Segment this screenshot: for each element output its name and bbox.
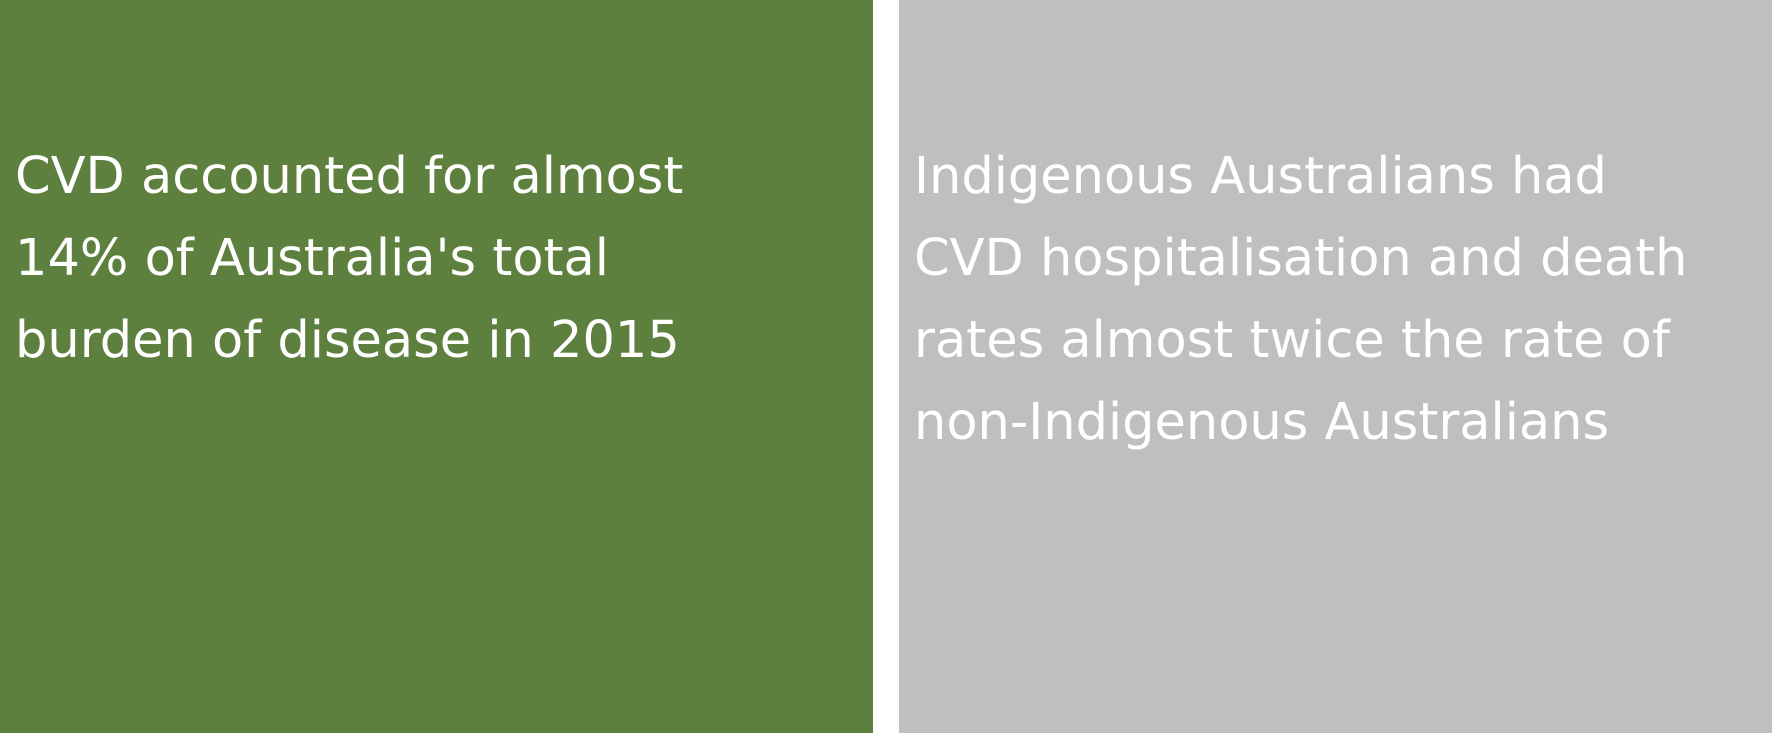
cvd-burden-panel: CVD accounted for almost 14% of Australi… — [0, 0, 873, 733]
indigenous-cvd-text: Indigenous Australians had CVD hospitali… — [914, 136, 1764, 464]
cvd-burden-text-line: CVD accounted for almost — [15, 147, 684, 206]
cvd-burden-text-line: burden of disease in 2015 — [15, 311, 680, 370]
cvd-burden-text: CVD accounted for almost 14% of Australi… — [15, 136, 865, 382]
indigenous-cvd-text-line: rates almost twice the rate of — [914, 311, 1670, 370]
cvd-burden-text-line: 14% of Australia's total — [15, 229, 609, 288]
indigenous-cvd-panel: Indigenous Australians had CVD hospitali… — [899, 0, 1772, 733]
indigenous-cvd-text-line: Indigenous Australians had — [914, 147, 1607, 206]
indigenous-cvd-text-line: non-Indigenous Australians — [914, 393, 1610, 452]
indigenous-cvd-text-line: CVD hospitalisation and death — [914, 229, 1688, 288]
